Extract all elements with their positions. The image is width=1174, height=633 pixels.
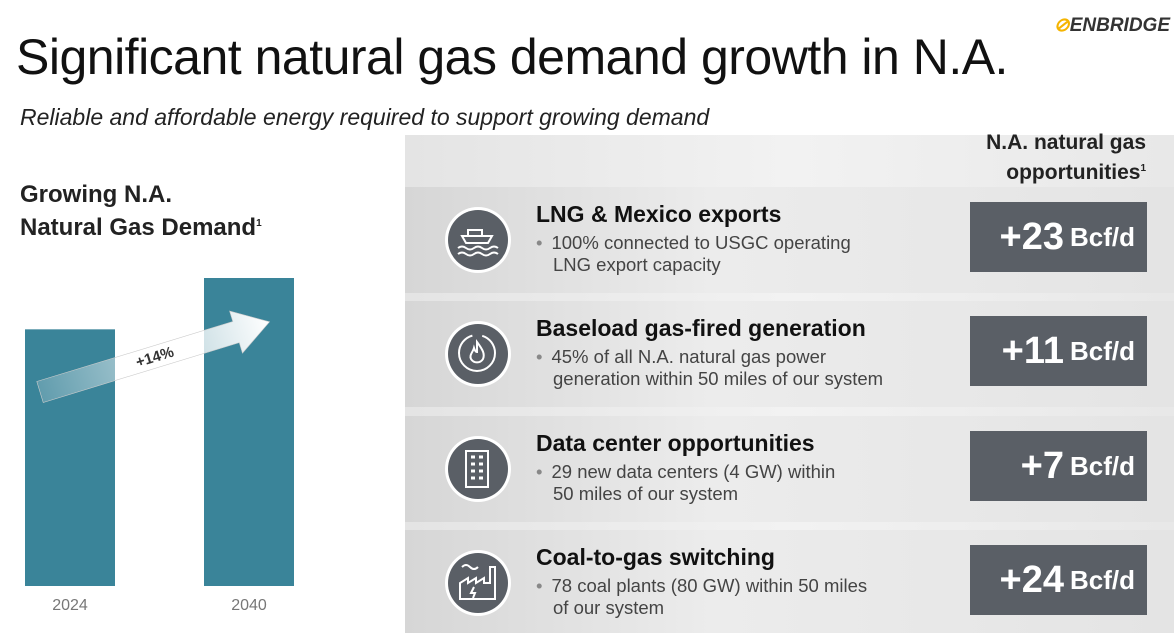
chart-title-text: Natural Gas Demand — [20, 214, 257, 241]
value-box: +11 Bcf/d — [970, 316, 1147, 386]
icon-graphic — [445, 321, 511, 387]
chart-title: Growing N.A. Natural Gas Demand1 — [20, 180, 262, 242]
heading-line: N.A. natural gas — [986, 131, 1146, 154]
item-bullet: 78 coal plants (80 GW) within 50 milesof… — [536, 575, 867, 619]
logo: ⊘ENBRIDGE — [1053, 15, 1170, 36]
value: +23 — [999, 215, 1064, 258]
icon-graphic — [445, 207, 511, 273]
opportunity-row: Baseload gas-fired generation 45% of all … — [405, 301, 1174, 407]
icon-graphic — [445, 550, 511, 616]
unit: Bcf/d — [1070, 564, 1135, 595]
heading-line-text: opportunities — [1006, 161, 1141, 184]
bullet-line: of our system — [553, 597, 665, 618]
opportunity-row: LNG & Mexico exports 100% connected to US… — [405, 187, 1174, 293]
value: +11 — [1001, 329, 1064, 372]
icon — [443, 319, 513, 394]
chart: 2024 2040+14% — [25, 278, 294, 614]
opportunities-heading: N.A. natural gas opportunities1 — [986, 130, 1146, 186]
logo-text: ENBRIDGE — [1069, 15, 1170, 36]
unit: Bcf/d — [1070, 335, 1135, 366]
chart-title-line: Growing N.A. — [20, 181, 172, 208]
opportunity-row: Coal-to-gas switching 78 coal plants (80 … — [405, 530, 1174, 633]
value: +24 — [999, 558, 1064, 601]
arrow-shape — [36, 310, 271, 403]
subtitle: Reliable and affordable energy required … — [20, 104, 710, 130]
opportunity-row: Data center opportunities 29 new data cen… — [405, 416, 1174, 522]
bullet-line: 50 miles of our system — [553, 483, 739, 504]
bullet-line: 45% of all N.A. natural gas power — [536, 346, 883, 368]
icon — [443, 548, 513, 623]
title: Significant natural gas demand growth in… — [16, 29, 1008, 85]
x-tick-label: 2040 — [231, 597, 267, 614]
icon-graphic — [445, 436, 511, 502]
value-box: +7 Bcf/d — [970, 431, 1147, 501]
bullet-line: 78 coal plants (80 GW) within 50 miles — [536, 575, 867, 597]
item-title: LNG & Mexico exports — [536, 201, 782, 227]
bullet-line: LNG export capacity — [553, 254, 721, 275]
value-box: +24 Bcf/d — [970, 545, 1147, 615]
item-title: Coal-to-gas switching — [536, 544, 775, 570]
value: +7 — [1020, 444, 1064, 487]
x-tick-label: 2024 — [52, 597, 88, 614]
value-box: +23 Bcf/d — [970, 202, 1147, 272]
unit: Bcf/d — [1070, 450, 1135, 481]
item-bullet: 45% of all N.A. natural gas powergenerat… — [536, 346, 883, 390]
bullet-line: 100% connected to USGC operating — [536, 232, 850, 254]
item-title: Data center opportunities — [536, 430, 815, 456]
bullet-line: generation within 50 miles of our system — [553, 368, 884, 389]
unit: Bcf/d — [1070, 221, 1135, 252]
footnote: 1 — [256, 218, 262, 229]
bullet-line: 29 new data centers (4 GW) within — [536, 461, 835, 483]
icon — [443, 205, 513, 280]
item-title: Baseload gas-fired generation — [536, 315, 866, 341]
icon — [443, 434, 513, 509]
chart-title-line: Natural Gas Demand1 — [20, 209, 262, 242]
footnote: 1 — [1140, 163, 1146, 174]
heading-line: opportunities1 — [986, 156, 1146, 186]
